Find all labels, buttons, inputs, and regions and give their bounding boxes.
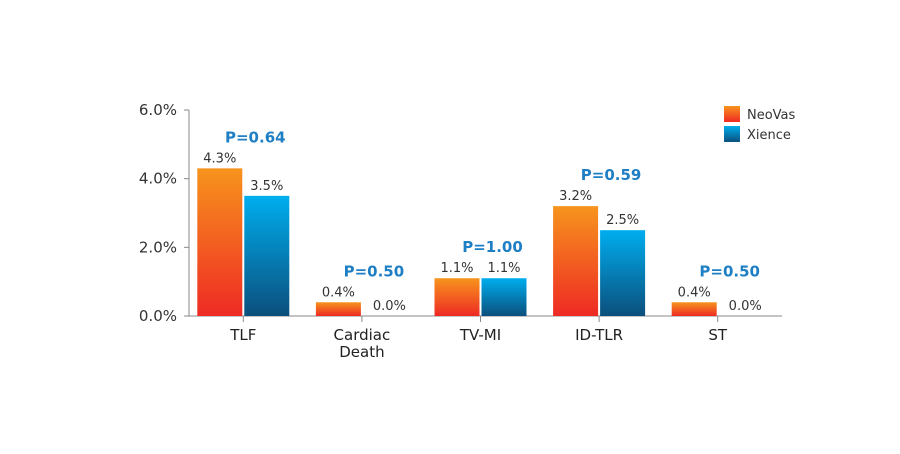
legend-swatch-xience: [724, 126, 740, 142]
y-tick-label: 0.0%: [139, 307, 177, 325]
x-tick-label: Cardiac: [334, 326, 391, 344]
data-label: 0.0%: [729, 299, 762, 314]
x-tick-label: TV-MI: [459, 326, 501, 344]
data-label: 3.5%: [250, 179, 283, 194]
data-label: 3.2%: [559, 189, 592, 204]
y-tick-label: 4.0%: [139, 170, 177, 188]
legend-swatch-neovas: [724, 106, 740, 122]
bar-neovas: [553, 206, 599, 316]
bar-xience: [244, 195, 290, 316]
x-tick-label: ID-TLR: [575, 326, 623, 344]
data-label: 0.4%: [322, 285, 355, 300]
bar-xience: [600, 230, 646, 316]
x-tick-label: Death: [339, 343, 384, 361]
y-tick-label: 6.0%: [139, 101, 177, 119]
bar-xience: [481, 278, 527, 316]
bar-neovas: [671, 302, 717, 316]
data-label: 2.5%: [606, 213, 639, 228]
x-tick-label: TLF: [229, 326, 256, 344]
data-label: 4.3%: [203, 151, 236, 166]
p-value-label: P=0.59: [581, 166, 642, 184]
bar-neovas: [197, 168, 243, 316]
legend-label: NeoVas: [747, 108, 796, 123]
p-value-label: P=0.50: [344, 262, 405, 280]
data-label: 0.4%: [678, 285, 711, 300]
data-label: 1.1%: [440, 261, 473, 276]
p-value-label: P=0.50: [699, 262, 760, 280]
legend-label: Xience: [747, 128, 791, 143]
data-label: 0.0%: [373, 299, 406, 314]
y-tick-label: 2.0%: [139, 238, 177, 256]
p-value-label: P=0.64: [225, 128, 286, 146]
bar-neovas: [315, 302, 361, 316]
bar-neovas: [434, 278, 480, 316]
x-tick-label: ST: [708, 326, 728, 344]
data-label: 1.1%: [487, 261, 520, 276]
p-value-label: P=1.00: [462, 238, 523, 256]
